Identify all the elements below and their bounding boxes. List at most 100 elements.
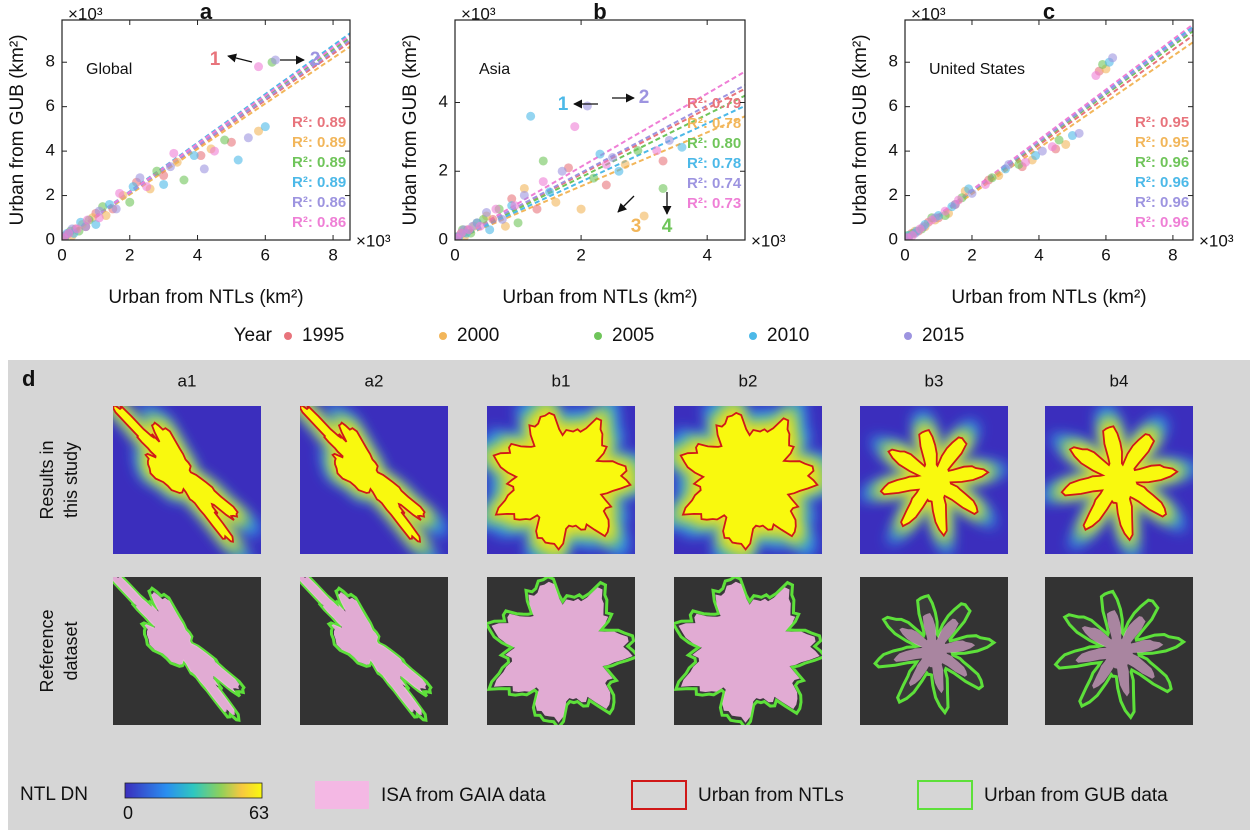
map-tile [860, 406, 1008, 554]
point [538, 177, 548, 187]
point [652, 146, 662, 156]
point [639, 211, 649, 221]
annotation: 3 [631, 216, 642, 237]
x-tick-label: 8 [1168, 245, 1177, 264]
column-label: b2 [739, 371, 758, 390]
point [601, 159, 611, 169]
point [582, 101, 592, 111]
panel-letter: a [200, 0, 213, 24]
plot-area [62, 32, 350, 240]
point [608, 153, 618, 162]
point [589, 173, 599, 183]
legend-label: Urban from NTLs [698, 785, 844, 806]
annotation-arrow [617, 195, 635, 213]
panel-letter: d [22, 366, 35, 391]
x-axis-label: Urban from NTLs (km²) [502, 287, 697, 308]
x-tick-label: 2 [967, 245, 976, 264]
point [220, 135, 230, 145]
map-tile [113, 406, 261, 554]
point [464, 225, 474, 235]
colorbar-max: 63 [249, 803, 269, 823]
y-axis-label: Urban from GUB (km²) [850, 34, 871, 225]
ntl-urban [879, 429, 990, 538]
point [557, 166, 567, 176]
annotation: 2 [639, 87, 650, 108]
x-tick-label: 2 [576, 245, 585, 264]
r2-label: R²: 0.86 [292, 214, 346, 231]
legend-label: 2015 [922, 325, 964, 346]
r2-label: R²: 0.73 [687, 195, 741, 212]
y-tick-label: 6 [889, 96, 898, 115]
point [513, 218, 523, 228]
map-tile [1045, 577, 1193, 725]
fit-line [455, 84, 745, 240]
point [507, 194, 517, 204]
colorbar-min: 0 [123, 803, 133, 823]
y-tick-label: 2 [889, 185, 898, 204]
point [101, 211, 111, 221]
point [456, 228, 466, 238]
x-tick-label: 6 [1101, 245, 1110, 264]
point [128, 182, 138, 192]
column-label: b4 [1110, 371, 1129, 390]
legend-label: 2005 [612, 325, 654, 346]
legend-label: Urban from GUB data [984, 785, 1168, 806]
isa-area [113, 577, 240, 715]
y-tick-label: 0 [889, 229, 898, 248]
y-axis-label: Urban from GUB (km²) [400, 34, 421, 225]
point [254, 126, 264, 136]
point [199, 164, 209, 174]
point [243, 133, 253, 143]
map-tile [300, 577, 448, 725]
region-label: Asia [479, 61, 510, 78]
r2-label: R²: 0.96 [1135, 214, 1189, 231]
panel-letter: c [1043, 0, 1055, 24]
annotation: 2 [310, 49, 321, 70]
x-tick-label: 4 [1034, 245, 1043, 264]
r2-label: R²: 0.96 [1135, 174, 1189, 191]
legend-label: 1995 [302, 325, 344, 346]
r2-label: R²: 0.78 [687, 155, 741, 172]
point [209, 146, 219, 156]
annotation: 4 [662, 216, 673, 237]
axes-box [61, 19, 351, 241]
map-tile [1045, 406, 1193, 554]
r2-label: R²: 0.96 [1135, 194, 1189, 211]
ntl-urban [492, 411, 632, 551]
region-label: United States [929, 61, 1025, 78]
point [576, 204, 586, 214]
map-tile [300, 406, 448, 554]
point [551, 197, 561, 207]
point [196, 151, 206, 161]
point [510, 201, 520, 211]
fit-line [455, 87, 745, 240]
legend-label: ISA from GAIA data [381, 785, 546, 806]
point [570, 122, 580, 132]
point [614, 166, 624, 176]
point [125, 197, 135, 207]
point [545, 187, 555, 197]
point [532, 204, 542, 214]
y-tick-label: 0 [46, 229, 55, 248]
y-tick-label: 2 [46, 185, 55, 204]
y-tick-label: 8 [889, 52, 898, 71]
y-tick-label: 4 [439, 92, 448, 111]
x-tick-label: 0 [57, 245, 66, 264]
point [519, 183, 529, 193]
point [1021, 157, 1031, 167]
y-axis-label: Urban from GUB (km²) [7, 34, 28, 225]
r2-label: R²: 0.89 [292, 174, 346, 191]
legend-marker [594, 332, 602, 340]
point [475, 221, 485, 231]
r2-label: R²: 0.95 [1135, 134, 1189, 151]
r2-label: R²: 0.78 [687, 115, 741, 132]
point [538, 156, 548, 166]
point [111, 204, 121, 214]
point [254, 62, 264, 72]
point [1108, 53, 1118, 63]
legend-title: Year [234, 325, 273, 346]
x-axis-label: Urban from NTLs (km²) [108, 287, 303, 308]
column-label: a2 [365, 371, 384, 390]
point [633, 146, 643, 156]
